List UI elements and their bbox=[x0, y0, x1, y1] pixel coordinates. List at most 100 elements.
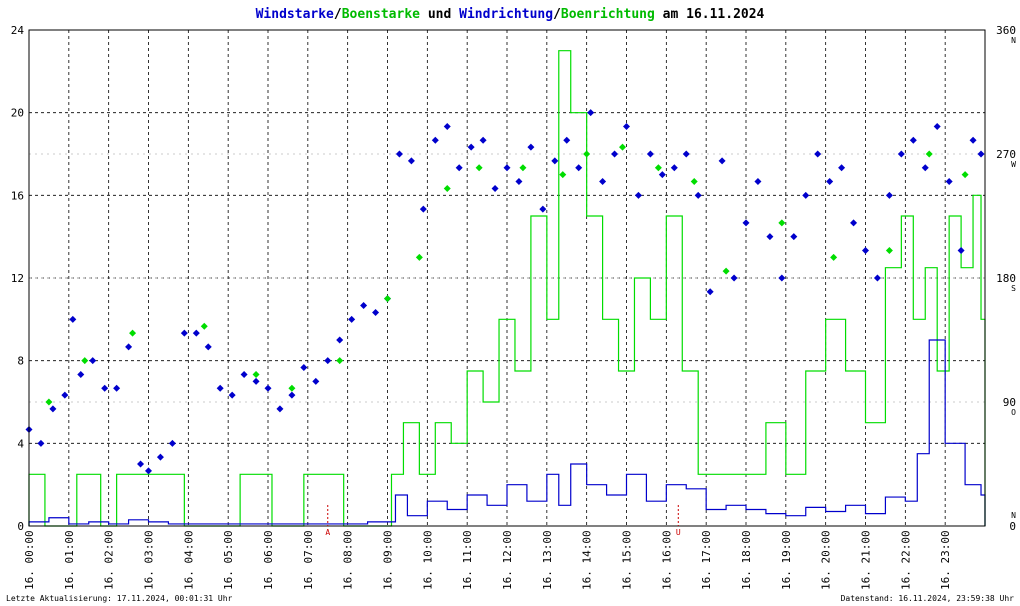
direction-point bbox=[336, 357, 344, 365]
x-tick-label: 16. 09:00 bbox=[382, 530, 395, 590]
x-tick-label: 16. 21:00 bbox=[860, 530, 873, 590]
direction-point bbox=[77, 370, 85, 378]
direction-point bbox=[264, 384, 272, 392]
title-part-2: Boenstarke bbox=[342, 7, 420, 22]
direction-point bbox=[240, 370, 248, 378]
direction-point bbox=[479, 136, 487, 144]
direction-point bbox=[754, 178, 762, 186]
direction-point bbox=[682, 150, 690, 158]
x-tick-label: 16. 15:00 bbox=[621, 530, 634, 590]
direction-point bbox=[49, 405, 57, 413]
direction-point bbox=[360, 302, 368, 310]
x-tick-label: 16. 10:00 bbox=[421, 530, 434, 590]
direction-point bbox=[694, 191, 702, 199]
direction-point bbox=[527, 143, 535, 151]
direction-point bbox=[611, 150, 619, 158]
direction-point bbox=[145, 467, 152, 475]
x-tick-label: 16. 14:00 bbox=[581, 530, 594, 590]
direction-point bbox=[37, 439, 45, 447]
direction-point bbox=[348, 315, 356, 323]
direction-point bbox=[69, 315, 77, 323]
direction-point bbox=[722, 267, 730, 275]
x-tick-label: 16. 19:00 bbox=[780, 530, 793, 590]
title-part-0: Windstarke bbox=[256, 7, 334, 22]
x-tick-label: 16. 23:00 bbox=[939, 530, 952, 590]
direction-point bbox=[101, 384, 109, 392]
data-status-text: Datenstand: 16.11.2024, 23:59:38 Uhr bbox=[841, 594, 1015, 603]
direction-point bbox=[634, 191, 642, 199]
direction-point bbox=[372, 308, 380, 316]
compass-label: N bbox=[1011, 36, 1016, 45]
left-axis: 0 4 8 12 16 20 24 bbox=[11, 24, 25, 533]
direction-point bbox=[475, 164, 483, 172]
last-update-text: Letzte Aktualisierung: 17.11.2024, 00:01… bbox=[6, 594, 233, 603]
direction-point bbox=[925, 150, 933, 158]
left-tick-label: 0 bbox=[17, 520, 24, 533]
direction-series bbox=[25, 109, 985, 475]
x-tick-label: 16. 17:00 bbox=[700, 530, 713, 590]
direction-point bbox=[945, 178, 953, 186]
left-tick-label: 16 bbox=[11, 189, 24, 202]
event-marker-label: U bbox=[676, 528, 681, 537]
direction-point bbox=[89, 357, 97, 365]
event-marker-label: A bbox=[325, 528, 330, 537]
direction-point bbox=[619, 143, 627, 151]
direction-point bbox=[778, 274, 786, 282]
direction-point bbox=[288, 384, 296, 392]
direction-point bbox=[455, 164, 463, 172]
compass-label: O bbox=[1011, 408, 1016, 417]
x-tick-label: 16. 18:00 bbox=[740, 530, 753, 590]
direction-point bbox=[300, 364, 308, 372]
x-axis: 16. 00:00 16. 01:00 16. 02:00 16. 03:00 16. … bbox=[23, 530, 952, 590]
left-tick-label: 4 bbox=[17, 437, 24, 450]
direction-point bbox=[519, 164, 527, 172]
direction-point bbox=[850, 219, 858, 227]
right-tick-label: 0 bbox=[1009, 520, 1016, 533]
direction-point bbox=[539, 205, 547, 213]
direction-point bbox=[623, 122, 630, 130]
direction-point bbox=[575, 164, 583, 172]
x-tick-label: 16. 06:00 bbox=[262, 530, 275, 590]
x-tick-label: 16. 07:00 bbox=[302, 530, 315, 590]
direction-point bbox=[443, 184, 451, 192]
right-tick-label: 90 bbox=[1003, 396, 1016, 409]
title-part-6: Boenrichtung bbox=[561, 7, 655, 22]
direction-point bbox=[45, 398, 53, 406]
direction-point bbox=[670, 164, 678, 172]
direction-point bbox=[826, 178, 834, 186]
compass-label: W bbox=[1011, 160, 1016, 169]
x-tick-label: 16. 22:00 bbox=[899, 530, 912, 590]
title-part-4: Windrichtung bbox=[459, 7, 553, 22]
left-tick-label: 24 bbox=[11, 24, 25, 37]
x-tick-label: 16. 03:00 bbox=[143, 530, 156, 590]
direction-point bbox=[415, 253, 423, 261]
direction-point bbox=[204, 343, 212, 351]
direction-point bbox=[551, 157, 559, 165]
wind-speed-series bbox=[28, 339, 986, 526]
direction-point bbox=[814, 150, 822, 158]
direction-point bbox=[81, 357, 89, 365]
direction-point bbox=[766, 233, 774, 241]
direction-point bbox=[742, 219, 750, 227]
direction-point bbox=[276, 405, 284, 413]
direction-point bbox=[718, 157, 726, 165]
direction-point bbox=[216, 384, 224, 392]
direction-point bbox=[324, 357, 332, 365]
direction-point bbox=[690, 178, 698, 186]
direction-point bbox=[921, 164, 929, 172]
direction-point bbox=[933, 122, 941, 130]
direction-point bbox=[395, 150, 403, 158]
gust-speed-series bbox=[28, 50, 986, 527]
direction-point bbox=[180, 329, 188, 337]
direction-point bbox=[563, 136, 571, 144]
x-tick-label: 16. 04:00 bbox=[182, 530, 195, 590]
direction-point bbox=[129, 329, 137, 337]
direction-point bbox=[288, 391, 296, 399]
direction-point bbox=[443, 122, 451, 130]
x-tick-label: 16. 13:00 bbox=[541, 530, 554, 590]
direction-point bbox=[515, 178, 523, 186]
x-tick-label: 16. 12:00 bbox=[501, 530, 514, 590]
direction-point bbox=[312, 377, 320, 385]
direction-point bbox=[654, 164, 662, 172]
